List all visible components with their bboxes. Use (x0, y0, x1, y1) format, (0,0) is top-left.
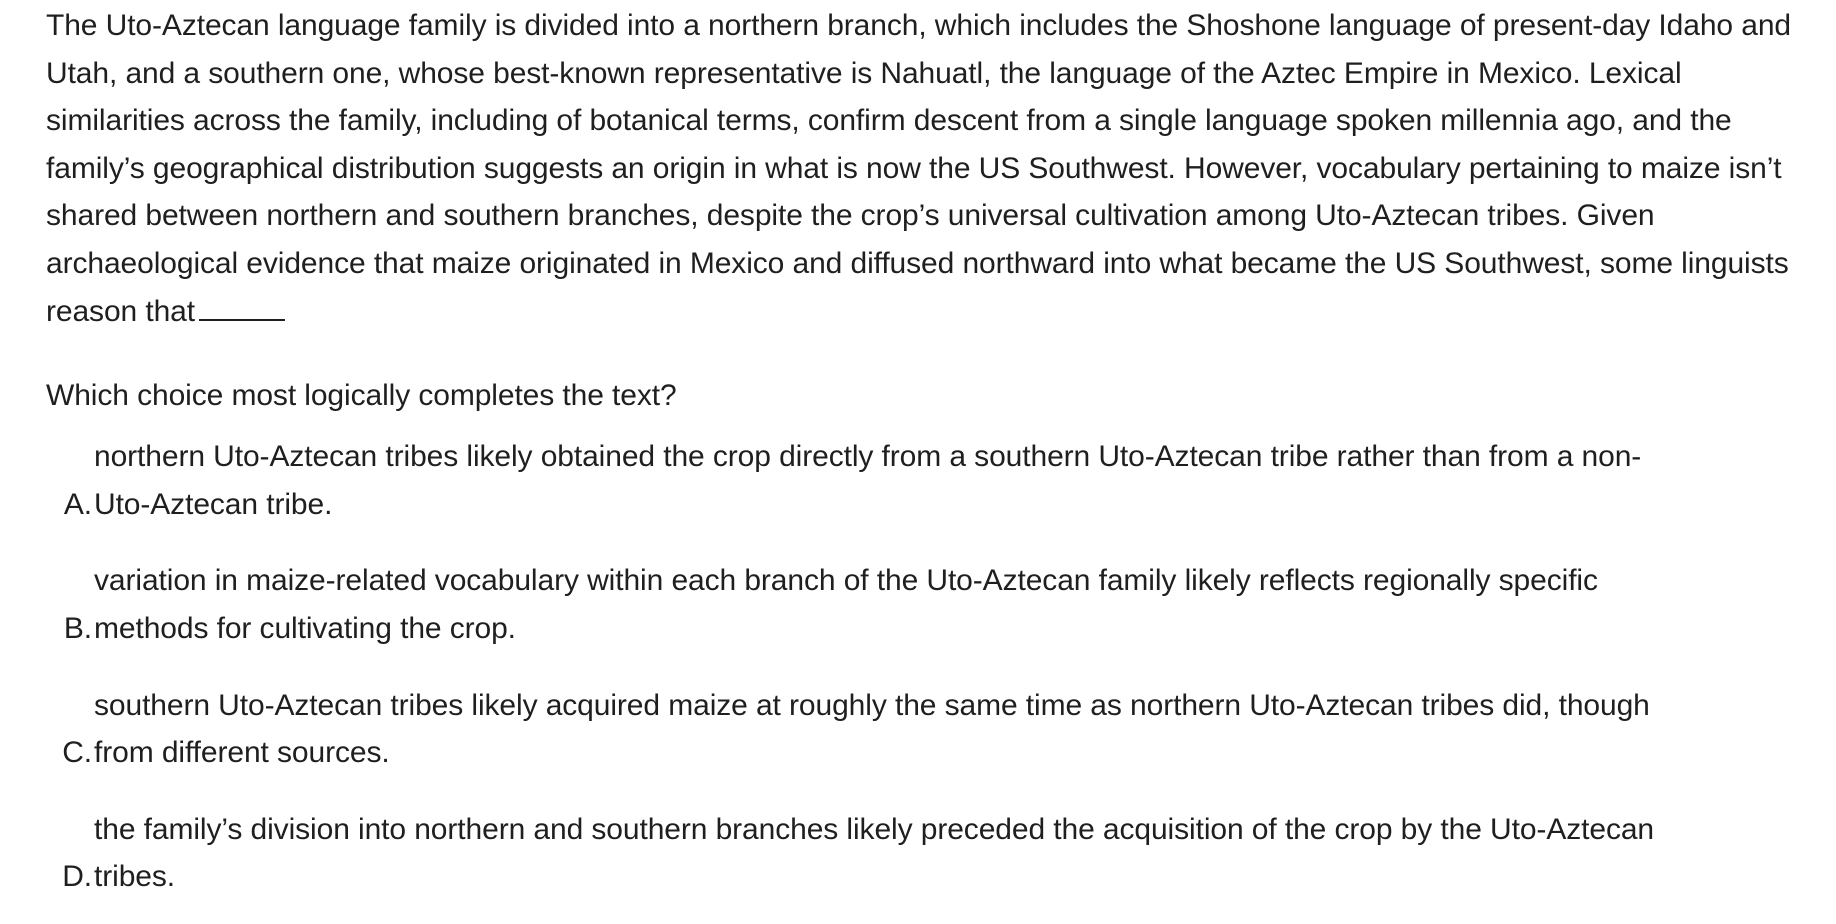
choice-a-letter-spacer (46, 433, 96, 481)
choice-d-letter-spacer (46, 806, 96, 854)
choice-b-letter-label: B. (63, 611, 92, 645)
choice-d-row-1: the family’s division into northern and … (46, 806, 1654, 854)
choice-d-text-line-2: tribes. (94, 860, 175, 894)
choice-d-letter: D. (46, 853, 96, 901)
choice-a[interactable]: northern Uto-Aztecan tribes likely obtai… (46, 433, 1790, 528)
choice-b-row-2: B. methods for cultivating the crop. (46, 605, 1598, 653)
choice-c-row-1: southern Uto-Aztecan tribes likely acqui… (46, 682, 1650, 730)
choice-b-text-line-1: variation in maize-related vocabulary wi… (94, 564, 1598, 598)
choice-a-body: northern Uto-Aztecan tribes likely obtai… (46, 433, 1641, 528)
choice-a-letter-label: A. (63, 487, 92, 521)
question-prompt: Which choice most logically completes th… (46, 379, 677, 413)
choice-b-body: variation in maize-related vocabulary wi… (46, 557, 1598, 652)
choice-d-row-2: D. tribes. (46, 853, 1654, 901)
choice-d-text-line-1: the family’s division into northern and … (94, 812, 1655, 846)
choice-c-body: southern Uto-Aztecan tribes likely acqui… (46, 682, 1650, 777)
choice-a-text-line-2: Uto-Aztecan tribe. (94, 487, 333, 521)
choice-c-letter-spacer (46, 682, 96, 730)
choice-c-letter-label: C. (62, 736, 92, 770)
choice-a-row-1: northern Uto-Aztecan tribes likely obtai… (46, 433, 1641, 481)
choice-c-row-2: C. from different sources. (46, 729, 1650, 777)
choice-d[interactable]: the family’s division into northern and … (46, 806, 1790, 901)
choice-b-letter: B. (46, 605, 96, 653)
choice-b-row-1: variation in maize-related vocabulary wi… (46, 557, 1598, 605)
choice-a-letter: A. (46, 481, 96, 529)
choice-c-letter: C. (46, 729, 96, 777)
passage: The Uto-Aztecan language family is divid… (46, 0, 1806, 335)
choice-b-text-line-2: methods for cultivating the crop. (94, 611, 516, 645)
choice-a-row-2: A. Uto-Aztecan tribe. (46, 481, 1641, 529)
choice-d-letter-label: D. (62, 860, 92, 894)
choice-c[interactable]: southern Uto-Aztecan tribes likely acqui… (46, 682, 1790, 777)
answer-blank (199, 293, 286, 321)
choice-c-text-line-1: southern Uto-Aztecan tribes likely acqui… (94, 688, 1650, 722)
choice-b[interactable]: variation in maize-related vocabulary wi… (46, 557, 1790, 652)
answer-choices: northern Uto-Aztecan tribes likely obtai… (46, 433, 1790, 901)
choice-a-text-line-1: northern Uto-Aztecan tribes likely obtai… (94, 440, 1642, 474)
choice-d-body: the family’s division into northern and … (46, 806, 1654, 901)
choice-c-text-line-2: from different sources. (94, 736, 390, 770)
choice-b-letter-spacer (46, 557, 96, 605)
passage-text: The Uto-Aztecan language family is divid… (46, 9, 1791, 328)
